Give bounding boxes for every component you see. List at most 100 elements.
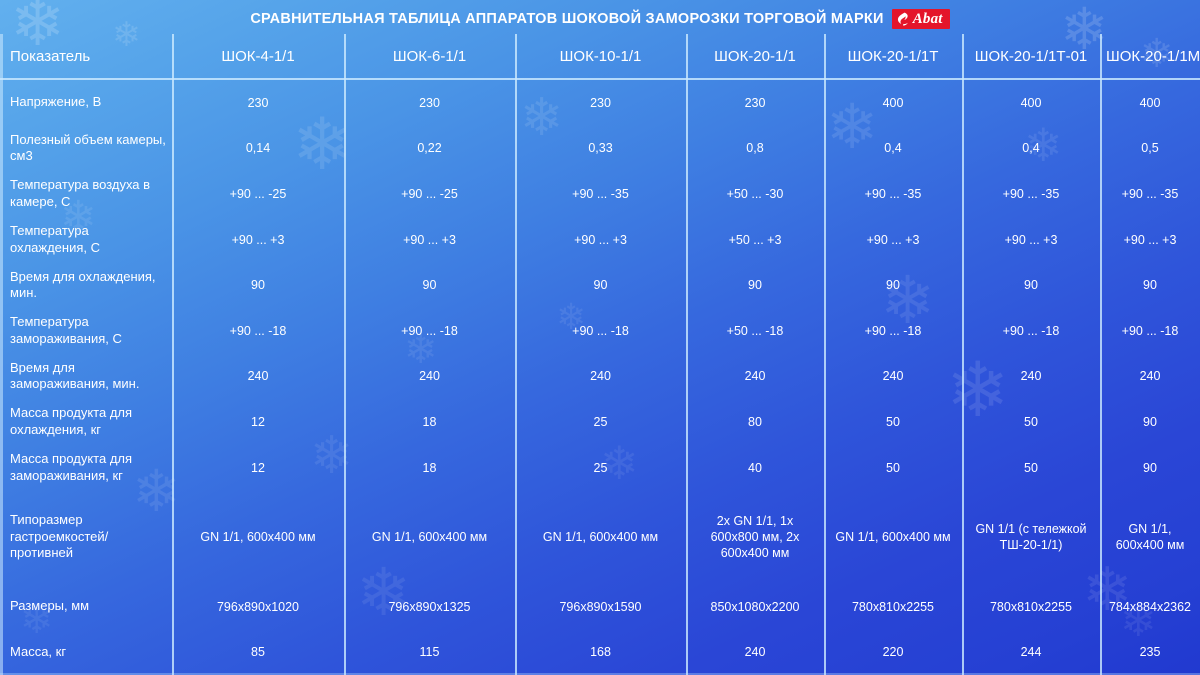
table-cell: 230: [247, 95, 269, 110]
table-cell: 0,5: [1141, 141, 1159, 156]
row-label: Время для охлаждения, мин.: [10, 268, 156, 301]
column-header-shok-20-t-01: ШОК-20-1/1Т-01: [974, 48, 1088, 66]
table-row: Напряжение, В 230 230 230 230 400 400 400: [0, 80, 1200, 126]
table-cell: 90: [593, 278, 608, 293]
table-cell: 168: [590, 645, 611, 660]
table-row: Температура охлаждения, С +90 ... +3 +90 .…: [0, 217, 1200, 263]
table-cell: 780x810x2255: [989, 599, 1073, 614]
column-header-shok-20-t: ШОК-20-1/1Т: [847, 48, 939, 66]
row-label: Масса, кг: [10, 643, 67, 659]
table-cell: 244: [1020, 645, 1042, 660]
table-cell: 90: [886, 278, 900, 293]
table-cell: 220: [882, 645, 904, 660]
column-header-shok-4: ШОК-4-1/1: [221, 48, 295, 66]
table-cell: 235: [1139, 645, 1161, 660]
row-label: Масса продукта для охлаждения, кг: [10, 405, 133, 437]
table-cell: 2х GN 1/1, 1х 600x800 мм, 2х 600x400 мм: [710, 514, 800, 561]
column-header-shok-20-m: ШОК-20-1/1М: [1106, 48, 1200, 66]
comparison-table: Показатель ШОК-4-1/1 ШОК-6-1/1 ШОК-10-1/…: [0, 34, 1200, 675]
table-cell: 0,14: [245, 141, 271, 156]
table-cell: 240: [590, 369, 611, 384]
table-row: Размеры, мм 796x890x1020 796x890x1325 796x8…: [0, 584, 1200, 630]
table-cell: 0,8: [746, 141, 764, 156]
table-cell: GN 1/1, 600x400 мм: [835, 530, 951, 545]
table-cell: 240: [882, 369, 904, 384]
table-cell: 230: [744, 95, 766, 110]
table-cell: 90: [1024, 278, 1038, 293]
table-cell: 240: [1139, 369, 1161, 384]
row-label: Полезный объем камеры, см3: [10, 131, 166, 164]
table-cell: GN 1/1, 600x400 мм: [1115, 522, 1185, 553]
table-cell: 230: [419, 95, 440, 110]
table-cell: +90 ... -18: [1002, 323, 1060, 338]
table-cell: 796x890x1020: [216, 599, 300, 614]
table-cell: 850x1080x2200: [710, 599, 800, 614]
table-cell: +90 ... +3: [866, 232, 920, 247]
table-row: Типоразмер гастроемкостей/ противней GN 1…: [0, 490, 1200, 583]
table-row: Температура замораживания, С +90 ... -18 +…: [0, 308, 1200, 354]
table-cell: 90: [1143, 460, 1157, 475]
table-row: Полезный объем камеры, см3 0,14 0,22 0,33 0,…: [0, 126, 1200, 172]
table-cell: +90 ... -35: [864, 186, 922, 201]
table-cell: 90: [422, 278, 437, 293]
flame-leaf-icon: [897, 12, 908, 26]
table-cell: 400: [882, 95, 904, 110]
table-cell: +90 ... -25: [401, 186, 458, 201]
table-cell: 25: [593, 414, 608, 429]
table-cell: GN 1/1, 600x400 мм: [542, 530, 659, 545]
table-cell: 400: [1020, 95, 1042, 110]
table-cell: +90 ... -18: [229, 323, 287, 338]
row-label: Время для замораживания, мин.: [10, 359, 140, 392]
table-cell: 40: [748, 460, 762, 475]
table-cell: 50: [1024, 460, 1038, 475]
table-cell: +90 ... -18: [572, 323, 629, 338]
table-cell: +90 ... -35: [1002, 186, 1060, 201]
abat-logo-text: Abat: [912, 10, 943, 27]
table-cell: 50: [1024, 414, 1038, 429]
table-row: Время для охлаждения, мин. 90 90 90 90 90 90 90: [0, 262, 1200, 308]
table-cell: +50 ... -30: [726, 186, 784, 201]
column-header-indicator: Показатель: [10, 48, 91, 66]
table-cell: 240: [744, 369, 766, 384]
table-cell: +90 ... -18: [1121, 323, 1179, 338]
table-cell: +90 ... -35: [1121, 186, 1179, 201]
column-header-shok-20: ШОК-20-1/1: [714, 48, 796, 66]
table-cell: 18: [422, 460, 437, 475]
table-cell: 0,4: [884, 141, 902, 156]
table-cell: +90 ... +3: [1123, 232, 1177, 247]
table-cell: 18: [422, 414, 437, 429]
table-cell: 230: [590, 95, 611, 110]
page-title-bar: СРАВНИТЕЛЬНАЯ ТАБЛИЦА АППАРАТОВ ШОКОВОЙ …: [0, 0, 1200, 34]
table-row: Температура воздуха в камере, С +90 ... -…: [0, 171, 1200, 217]
table-cell: 12: [251, 460, 265, 475]
row-label: Типоразмер гастроемкостей/ противней: [10, 512, 109, 561]
table-cell: +90 ... +3: [403, 232, 456, 247]
table-header-row: Показатель ШОК-4-1/1 ШОК-6-1/1 ШОК-10-1/…: [0, 34, 1200, 80]
table-cell: 90: [251, 278, 265, 293]
row-label: Температура замораживания, С: [10, 314, 122, 346]
table-cell: 796x890x1325: [388, 599, 471, 614]
table-cell: +50 ... -18: [726, 323, 784, 338]
table-cell: 0,4: [1022, 141, 1040, 156]
table-cell: 12: [251, 414, 265, 429]
abat-logo: Abat: [891, 9, 950, 29]
table-row: Масса, кг 85 115 168 240 220 244 235: [0, 629, 1200, 675]
table-cell: 90: [1143, 414, 1157, 429]
table-cell: 50: [886, 460, 900, 475]
row-label: Температура охлаждения, С: [10, 222, 101, 255]
table-cell: 240: [419, 369, 440, 384]
table-cell: 400: [1139, 95, 1161, 110]
column-header-shok-10: ШОК-10-1/1: [559, 48, 642, 66]
table-row: Время для замораживания, мин. 240 240 240 24…: [0, 354, 1200, 400]
table-row: Масса продукта для охлаждения, кг 12 18 25 8…: [0, 399, 1200, 445]
table-cell: GN 1/1 (с тележкой ТШ-20-1/1): [975, 522, 1087, 553]
table-cell: +90 ... +3: [574, 232, 627, 247]
table-cell: 80: [748, 414, 762, 429]
table-cell: +90 ... -35: [572, 186, 629, 201]
table-cell: GN 1/1, 600x400 мм: [371, 530, 488, 545]
table-cell: 90: [748, 278, 762, 293]
table-cell: 85: [251, 645, 265, 660]
table-cell: 240: [744, 645, 766, 660]
table-cell: 0,22: [417, 141, 442, 156]
